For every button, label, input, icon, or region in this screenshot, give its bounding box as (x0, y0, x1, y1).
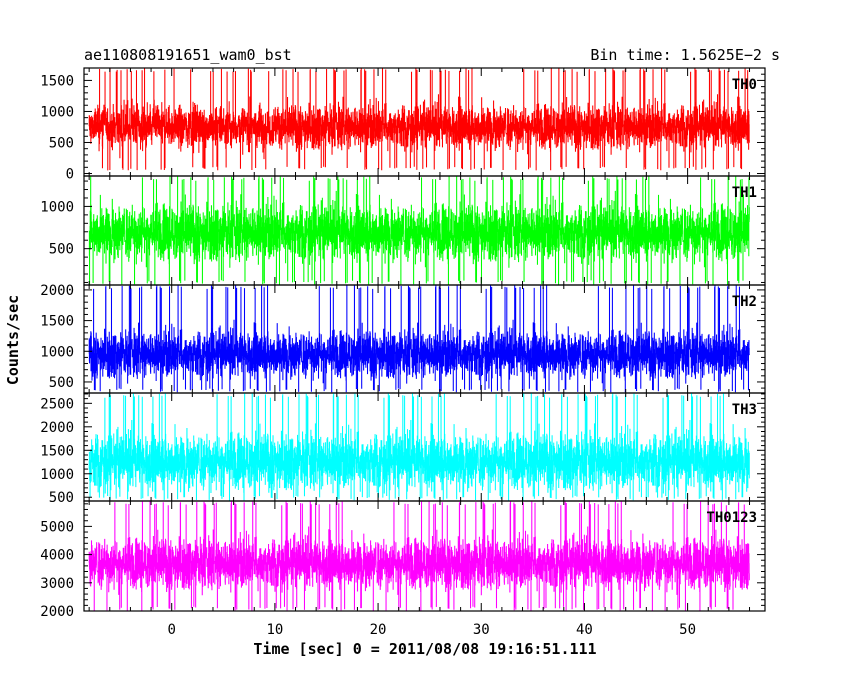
x-tick-label: 50 (679, 622, 696, 638)
x-tick-label: 30 (473, 622, 490, 638)
y-tick-label: 2000 (40, 604, 74, 620)
y-tick-label: 500 (49, 242, 74, 258)
y-tick-label: 2000 (40, 283, 74, 299)
panel-th0123: 2000 3000 4000 5000 TH0123 (40, 500, 766, 620)
y-tick-label: 500 (49, 135, 74, 151)
panel-th0: 0 500 1000 1500 TH0 (40, 67, 766, 183)
band-label-th2: TH2 (732, 294, 757, 310)
series-th3 (88, 393, 750, 501)
y-tick-label: 4000 (40, 548, 74, 564)
chart-title: ae110808191651_wam0_bst (84, 46, 292, 64)
x-tick-label: 0 (167, 622, 175, 638)
series-th0 (88, 68, 750, 171)
panel-th2: 500 1000 1500 2000 TH2 (40, 283, 766, 394)
series-th1 (88, 176, 750, 285)
bin-time-label: Bin time: 1.5625E−2 s (590, 46, 780, 64)
band-label-th0: TH0 (732, 77, 757, 93)
y-tick-label: 2500 (40, 396, 74, 412)
y-ticks (84, 501, 765, 612)
y-ticks (84, 393, 765, 501)
y-tick-label: 1000 (40, 199, 74, 215)
panel-th3: 500 1000 1500 2000 2500 TH3 (40, 392, 766, 506)
y-tick-label: 1500 (40, 443, 74, 459)
series-th2 (88, 285, 750, 393)
x-tick-label: 40 (576, 622, 593, 638)
panel-frame (83, 500, 766, 612)
y-axis-label: Counts/sec (4, 295, 22, 385)
band-label-th0123: TH0123 (706, 510, 757, 526)
y-tick-label: 1500 (40, 73, 74, 89)
series-th0123 (88, 501, 750, 611)
y-tick-label: 500 (49, 375, 74, 391)
x-tick-label: 10 (266, 622, 283, 638)
y-tick-label: 3000 (40, 576, 74, 592)
panels: 0 500 1000 1500 TH0 500 1000 TH1 500 1000 1500 2000… (40, 67, 766, 620)
y-tick-label: 1000 (40, 344, 74, 360)
y-ticks (84, 176, 765, 285)
y-tick-label: 0 (66, 167, 74, 183)
y-tick-label: 500 (49, 490, 74, 506)
y-ticks (84, 67, 765, 176)
y-tick-label: 1000 (40, 467, 74, 483)
panel-th1: 500 1000 TH1 (40, 175, 766, 286)
y-tick-label: 5000 (40, 519, 74, 535)
band-label-th3: TH3 (732, 402, 757, 418)
x-axis: 0 10 20 30 40 50 (167, 622, 696, 638)
x-axis-label: Time [sec] 0 = 2011/08/08 19:16:51.111 (253, 640, 596, 658)
y-tick-label: 2000 (40, 420, 74, 436)
band-label-th1: TH1 (732, 185, 757, 201)
y-tick-label: 1500 (40, 314, 74, 330)
y-tick-label: 1000 (40, 104, 74, 120)
y-ticks (84, 285, 765, 393)
x-tick-label: 20 (370, 622, 387, 638)
